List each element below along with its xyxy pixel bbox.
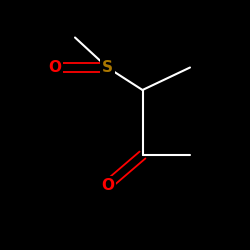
Text: O: O	[48, 60, 62, 75]
Text: O: O	[101, 178, 114, 192]
Text: S: S	[102, 60, 113, 75]
